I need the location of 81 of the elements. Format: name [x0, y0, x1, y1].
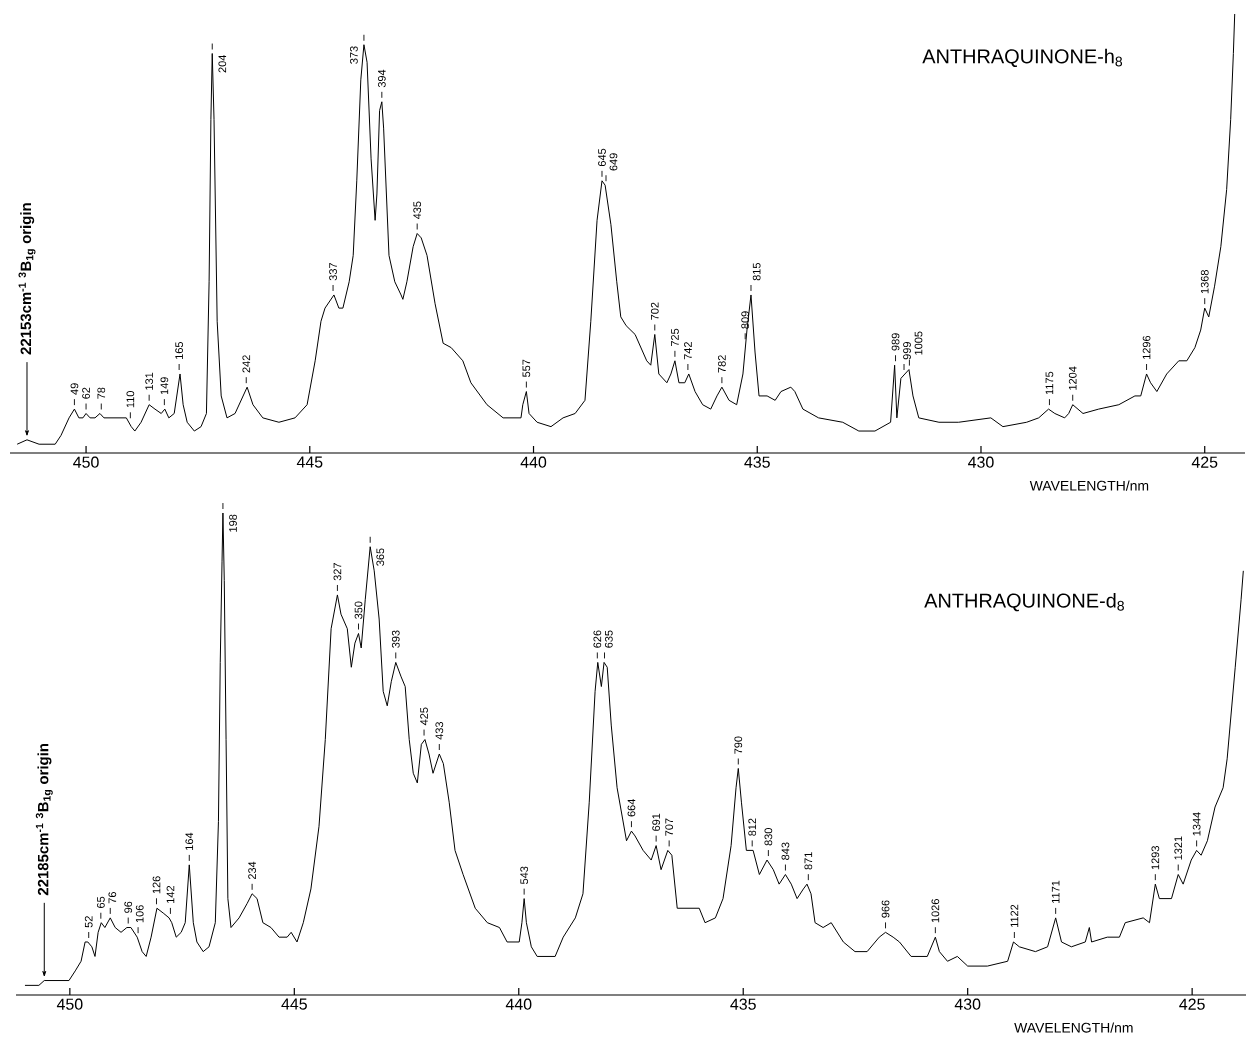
x-axis-title: WAVELENGTH/nm	[1029, 480, 1149, 491]
annotation: 815	[752, 262, 761, 281]
x-tick-label: 430	[954, 998, 981, 1010]
text: ANTHRAQUINONE-h$_{8}$	[922, 48, 1123, 67]
annotation: 234	[248, 861, 256, 880]
annotation: 373	[350, 46, 358, 64]
annotation: 96	[124, 901, 133, 913]
annotation: 126	[152, 876, 161, 894]
annotation: 702	[650, 302, 659, 320]
annotation: 149	[160, 377, 169, 395]
x-tick-label: 440	[520, 456, 547, 468]
x-tick-label: 450	[73, 456, 99, 468]
annotation: 843	[781, 842, 790, 860]
annotation: 110	[126, 391, 135, 408]
annotation: 812	[748, 818, 757, 836]
x-tick-label: 425	[1179, 998, 1205, 1010]
annotation: 106	[135, 905, 144, 923]
annotation: 871	[804, 852, 813, 870]
annotation: 142	[166, 886, 175, 903]
annotation: 198	[229, 514, 237, 532]
text: ANTHRAQUINONE-d$_{8}$	[924, 593, 1124, 612]
annotation: 649	[609, 153, 618, 171]
annotation: 242	[242, 355, 251, 373]
annotation: 635	[604, 630, 613, 648]
annotation: 52	[84, 916, 93, 928]
annotation: 394	[377, 69, 386, 88]
x-tick-label: 435	[744, 456, 770, 468]
annotation: 626	[593, 630, 602, 648]
annotation: 78	[97, 387, 106, 399]
annotation: 543	[520, 866, 529, 885]
annotation: 1204	[1068, 366, 1077, 390]
annotation: 691	[652, 813, 661, 831]
annotation: 1175	[1045, 371, 1054, 395]
annotation: 809	[741, 311, 750, 329]
annotation: 22153cm$^{-1 3}$B$_{1g}$ origin	[18, 203, 36, 355]
annotation: 999	[903, 342, 911, 360]
annotation: 49	[70, 383, 79, 395]
annotation: 1321	[1174, 836, 1183, 860]
x-tick-label: 430	[968, 456, 994, 468]
annotation: 1026	[931, 899, 940, 923]
annotation: 1368	[1200, 270, 1209, 294]
annotation: 62	[82, 387, 90, 399]
annotation: 76	[108, 892, 117, 904]
annotation: 664	[627, 799, 636, 817]
annotation: 1296	[1142, 335, 1151, 359]
annotation: 1005	[914, 331, 923, 355]
annotation: 365	[376, 548, 385, 566]
x-tick-label: 445	[296, 456, 323, 468]
annotation: 557	[522, 359, 531, 377]
annotation: 327	[333, 563, 342, 581]
x-tick-label: 435	[730, 998, 756, 1010]
annotation: 350	[354, 601, 363, 619]
annotation: 65	[96, 896, 105, 908]
annotation: 742	[684, 342, 692, 360]
annotation: 165	[175, 342, 184, 359]
annotation: 707	[665, 818, 674, 836]
annotation: 164	[185, 832, 194, 850]
annotation: 830	[764, 828, 773, 846]
x-tick-label: 425	[1191, 456, 1218, 468]
x-tick-label: 440	[505, 998, 532, 1010]
x-tick-label: 445	[281, 998, 307, 1010]
annotation: 1171	[1051, 880, 1060, 903]
annotation: 425	[420, 707, 428, 726]
annotation: 966	[881, 900, 890, 918]
annotation: 1122	[1010, 904, 1019, 927]
annotation: 22185cm$^{-1 3}$B$_{1g}$ origin	[35, 744, 53, 896]
annotation: 337	[329, 263, 337, 281]
annotation: 393	[391, 630, 400, 648]
annotation: 204	[218, 55, 227, 73]
annotation: 1344	[1192, 812, 1201, 836]
x-tick-label: 450	[56, 998, 83, 1010]
annotation: 989	[891, 333, 900, 351]
annotation: 790	[734, 736, 743, 754]
annotation: 782	[718, 355, 726, 373]
annotation: 435	[413, 201, 422, 220]
annotation: 131	[145, 372, 154, 390]
x-axis-title: WAVELENGTH/nm	[1014, 1022, 1133, 1033]
annotation: 645	[598, 148, 606, 167]
annotation: 1293	[1151, 846, 1160, 870]
annotation: 725	[671, 328, 679, 347]
annotation: 433	[435, 722, 444, 740]
